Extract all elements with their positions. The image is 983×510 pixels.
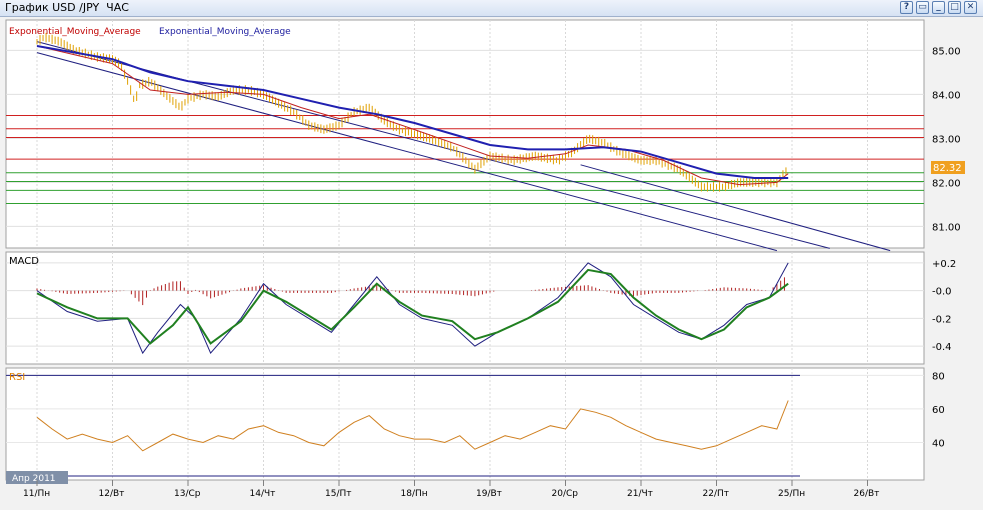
x-tick-label: 13/Ср bbox=[174, 489, 201, 499]
price-tick-label: 81.00 bbox=[932, 222, 961, 233]
month-label-box bbox=[6, 471, 68, 484]
x-axis: 11/Пн 12/Вт 13/Ср 14/Чт 15/Пт 18/Пн 19/Вт 20/Ср… bbox=[23, 480, 879, 499]
current-price-badge bbox=[931, 161, 965, 174]
macd-line bbox=[36, 262, 789, 355]
help-button[interactable]: ? bbox=[900, 1, 913, 14]
maximize-button[interactable]: □ bbox=[948, 1, 961, 14]
chart-area: 85.00 84.00 83.00 82.00 81.00 +0.2 -0.0 -0.2 -0.… bbox=[5, 19, 965, 499]
x-tick-label: 22/Пт bbox=[703, 489, 730, 499]
rsi-title: RSI bbox=[9, 372, 25, 383]
x-tick-label: 25/Пн bbox=[778, 489, 805, 499]
x-tick-label: 21/Чт bbox=[627, 489, 653, 499]
price-tick-label: 83.00 bbox=[932, 134, 961, 145]
rsi-line bbox=[36, 400, 789, 452]
channel-line bbox=[36, 52, 778, 252]
legend-ema-fast: Exponential_Moving_Average bbox=[9, 27, 141, 37]
macd-panel bbox=[5, 251, 925, 365]
x-tick-label: 20/Ср bbox=[552, 489, 579, 499]
macd-tick-label: -0.4 bbox=[932, 342, 952, 353]
restore-button[interactable]: ▭ bbox=[916, 1, 929, 14]
close-button[interactable]: ✕ bbox=[964, 1, 977, 14]
macd-title: MACD bbox=[9, 256, 39, 267]
x-tick-label: 12/Вт bbox=[99, 489, 125, 499]
current-price-label: 82.32 bbox=[933, 163, 962, 174]
legend-ema-slow: Exponential_Moving_Average bbox=[159, 27, 291, 37]
macd-tick-label: +0.2 bbox=[932, 259, 956, 270]
rsi-tick-label: 80 bbox=[932, 371, 945, 382]
price-panel bbox=[5, 19, 925, 249]
x-tick-label: 19/Вт bbox=[476, 489, 502, 499]
window-title: График USD /JPY ЧАС bbox=[5, 1, 129, 14]
x-tick-label: 11/Пн bbox=[23, 489, 50, 499]
title-bar: График USD /JPY ЧАС ? ▭ _ □ ✕ bbox=[0, 0, 983, 17]
macd-tick-label: -0.2 bbox=[932, 314, 952, 325]
x-tick-label: 18/Пн bbox=[401, 489, 428, 499]
channel-line bbox=[580, 164, 891, 252]
month-label: Апр 2011 bbox=[12, 474, 56, 484]
ema-fast-line bbox=[36, 45, 789, 186]
ema-slow-line bbox=[36, 45, 789, 179]
rsi-panel bbox=[5, 367, 925, 481]
x-tick-label: 14/Чт bbox=[250, 489, 276, 499]
rsi-tick-label: 60 bbox=[932, 405, 945, 416]
macd-signal-line bbox=[36, 268, 789, 345]
price-tick-label: 85.00 bbox=[932, 46, 961, 57]
price-tick-label: 82.00 bbox=[932, 178, 961, 189]
price-tick-label: 84.00 bbox=[932, 90, 961, 101]
x-tick-label: 15/Пт bbox=[325, 489, 352, 499]
x-tick-label: 26/Вт bbox=[854, 489, 880, 499]
minimize-button[interactable]: _ bbox=[932, 1, 945, 14]
rsi-tick-label: 40 bbox=[932, 438, 945, 449]
macd-tick-label: -0.0 bbox=[932, 287, 952, 298]
